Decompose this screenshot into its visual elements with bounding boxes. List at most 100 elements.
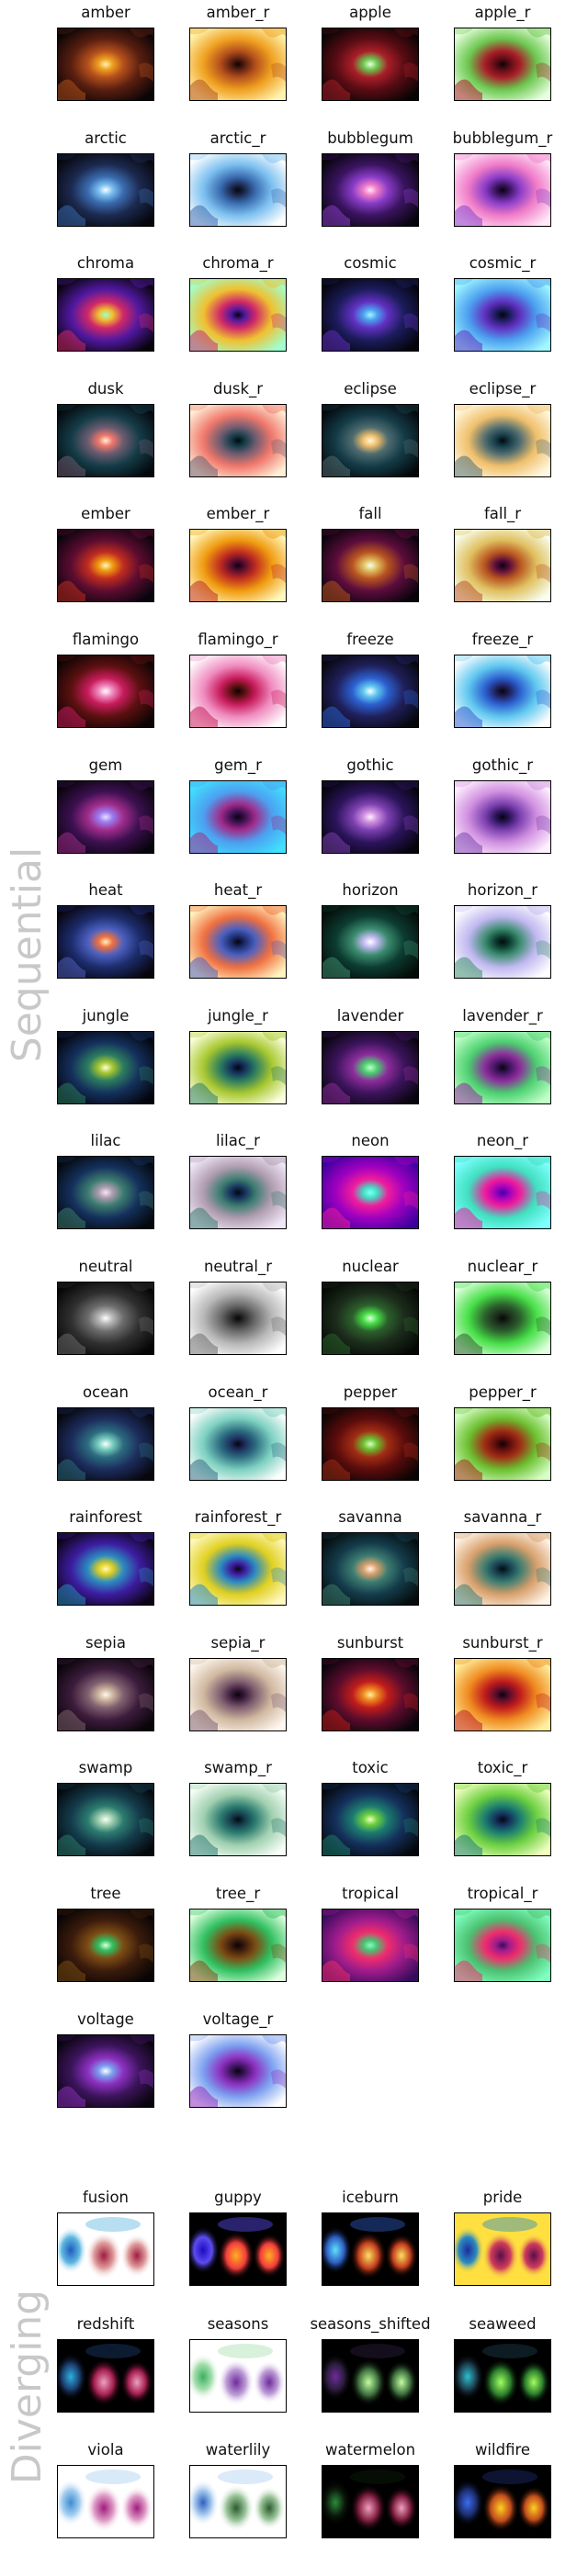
colormap-panel-apple-r: apple_r [454, 4, 551, 101]
colormap-preview [57, 1532, 154, 1606]
colormap-preview [189, 905, 287, 979]
colormap-image [190, 1784, 286, 1855]
colormap-preview [322, 1282, 419, 1355]
colormap-title: voltage [77, 2010, 134, 2028]
colormap-panel-rainforest-r: rainforest_r [189, 1508, 287, 1606]
colormap-preview [322, 1658, 419, 1731]
colormap-preview [454, 1783, 551, 1856]
colormap-title: wildfire [474, 2441, 531, 2458]
colormap-image [455, 1282, 550, 1354]
colormap-image [455, 28, 550, 100]
colormap-panel-swamp-r: swamp_r [189, 1759, 287, 1856]
colormap-image [322, 154, 418, 226]
colormap-panel-pepper-r: pepper_r [454, 1383, 551, 1481]
colormap-title: apple [349, 4, 391, 21]
colormap-image [455, 1157, 550, 1228]
colormap-title: amber_r [206, 4, 270, 21]
colormap-preview [454, 2339, 551, 2413]
colormap-image [58, 2466, 153, 2537]
colormap-image [190, 154, 286, 226]
colormap-panel-freeze-r: freeze_r [454, 631, 551, 728]
colormap-title: tropical_r [467, 1885, 538, 1902]
colormap-image [58, 1282, 153, 1354]
colormap-title: heat_r [213, 881, 263, 899]
colormap-preview [57, 1909, 154, 1982]
colormap-image [58, 1032, 153, 1103]
colormap-preview [454, 1658, 551, 1731]
colormap-title: neutral [78, 1258, 133, 1275]
colormap-title: nuclear_r [467, 1258, 538, 1275]
colormap-title: dusk_r [212, 380, 264, 398]
colormap-title: fusion [83, 2189, 129, 2206]
colormap-panel-horizon: horizon [322, 881, 419, 979]
colormap-image [322, 1032, 418, 1103]
colormap-title: toxic_r [477, 1759, 528, 1776]
colormap-title: ocean_r [208, 1383, 268, 1401]
colormap-panel-neon-r: neon_r [454, 1132, 551, 1229]
colormap-panel-fusion: fusion [57, 2189, 154, 2286]
colormap-image [455, 2213, 550, 2285]
colormap-panel-iceburn: iceburn [322, 2189, 419, 2286]
colormap-preview [322, 2212, 419, 2286]
colormap-panel-dusk: dusk [57, 380, 154, 477]
colormap-image [190, 1659, 286, 1730]
colormap-preview [57, 153, 154, 227]
colormap-title: cosmic [344, 254, 397, 272]
colormap-preview [454, 655, 551, 728]
colormap-image [58, 405, 153, 476]
colormap-title: sunburst_r [462, 1634, 543, 1652]
colormap-panel-toxic: toxic [322, 1759, 419, 1856]
colormap-title: neon [351, 1132, 390, 1149]
colormap-panel-voltage-r: voltage_r [189, 2010, 287, 2108]
colormap-image [190, 530, 286, 601]
colormap-image [190, 1408, 286, 1480]
colormap-image [58, 781, 153, 853]
colormap-title: watermelon [324, 2441, 416, 2458]
colormap-image [322, 1659, 418, 1730]
colormap-panel-cosmic-r: cosmic_r [454, 254, 551, 352]
colormap-image [190, 28, 286, 100]
colormap-panel-tropical-r: tropical_r [454, 1885, 551, 1982]
colormap-image [455, 1408, 550, 1480]
colormap-image [322, 1157, 418, 1228]
colormap-panel-tree: tree [57, 1885, 154, 1982]
colormap-preview [57, 529, 154, 602]
colormap-title: freeze_r [471, 631, 534, 648]
colormap-title: lilac [90, 1132, 121, 1149]
colormap-image [455, 1910, 550, 1981]
colormap-panel-ocean-r: ocean_r [189, 1383, 287, 1481]
colormap-title: sunburst [336, 1634, 404, 1652]
colormap-preview [189, 278, 287, 352]
colormap-image [190, 2466, 286, 2537]
colormap-image [58, 655, 153, 727]
colormap-panel-tree-r: tree_r [189, 1885, 287, 1982]
colormap-panel-neutral: neutral [57, 1258, 154, 1355]
colormap-title: gothic_r [471, 756, 534, 774]
colormap-image [322, 906, 418, 978]
colormap-panel-dusk-r: dusk_r [189, 380, 287, 477]
colormap-panel-nuclear-r: nuclear_r [454, 1258, 551, 1355]
colormap-preview [454, 529, 551, 602]
colormap-image [455, 1784, 550, 1855]
colormap-preview [57, 905, 154, 979]
colormap-preview [322, 529, 419, 602]
colormap-title: neon_r [476, 1132, 529, 1149]
colormap-image [322, 28, 418, 100]
colormap-preview [322, 1532, 419, 1606]
colormap-preview [57, 655, 154, 728]
colormap-image [58, 154, 153, 226]
colormap-preview [454, 2465, 551, 2538]
colormap-preview [189, 1031, 287, 1104]
colormap-panel-chroma: chroma [57, 254, 154, 352]
colormap-image [322, 279, 418, 351]
colormap-panel-flamingo-r: flamingo_r [189, 631, 287, 728]
colormap-panel-lavender: lavender [322, 1007, 419, 1104]
colormap-title: horizon_r [467, 881, 538, 899]
colormap-image [322, 1408, 418, 1480]
colormap-image [190, 1032, 286, 1103]
colormap-image [58, 1157, 153, 1228]
colormap-panel-fall: fall [322, 505, 419, 602]
colormap-image [58, 2213, 153, 2285]
colormap-title: apple_r [474, 4, 531, 21]
colormap-panel-bubblegum-r: bubblegum_r [453, 129, 552, 227]
